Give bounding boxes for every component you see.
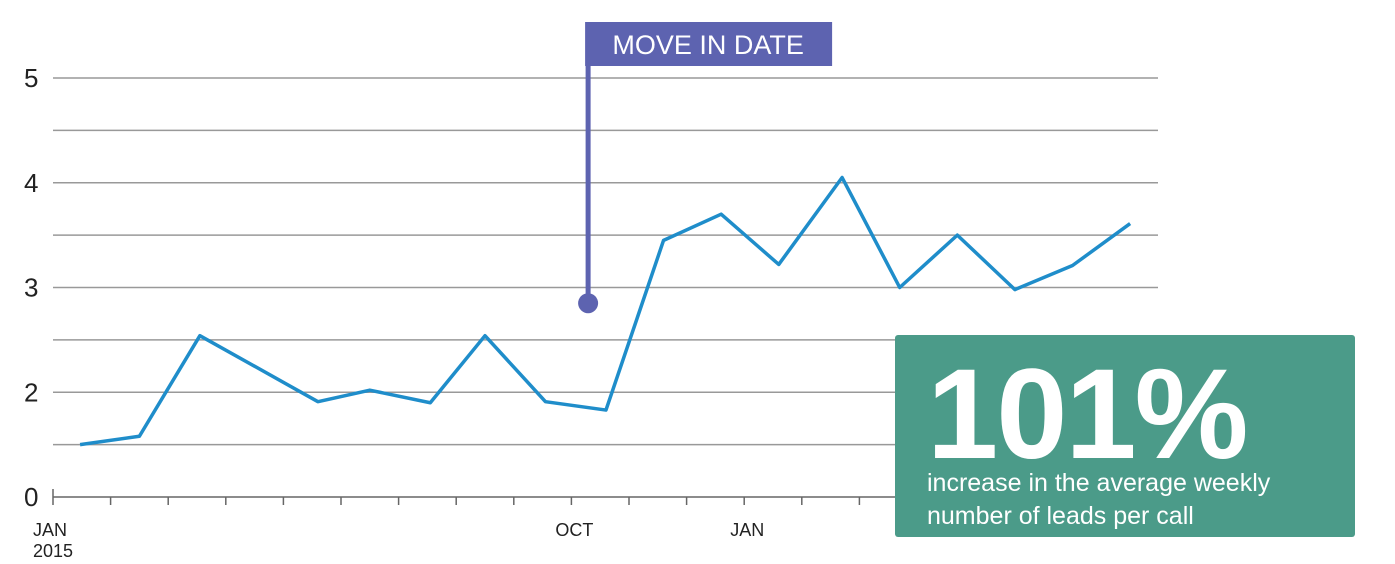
annotation-marker [578, 293, 599, 314]
callout: 101% increase in the average weekly numb… [895, 335, 1355, 537]
x-tick-label: JAN [730, 520, 764, 540]
callout-text: increase in the average weekly number of… [927, 469, 1271, 530]
x-tick-label: JAN 2015 [33, 520, 73, 561]
y-tick-label: 0 [24, 482, 38, 512]
y-tick-label: 4 [24, 168, 38, 198]
y-tick-label: 5 [24, 63, 38, 93]
annotation-box [585, 22, 833, 66]
x-tick-label: OCT [555, 520, 593, 540]
data-line [79, 175, 1132, 447]
y-tick-label: 3 [24, 273, 38, 303]
y-tick-label: 2 [24, 377, 38, 407]
callout-value: 101% [927, 343, 1248, 486]
annotation-text: MOVE IN DATE [612, 30, 804, 60]
